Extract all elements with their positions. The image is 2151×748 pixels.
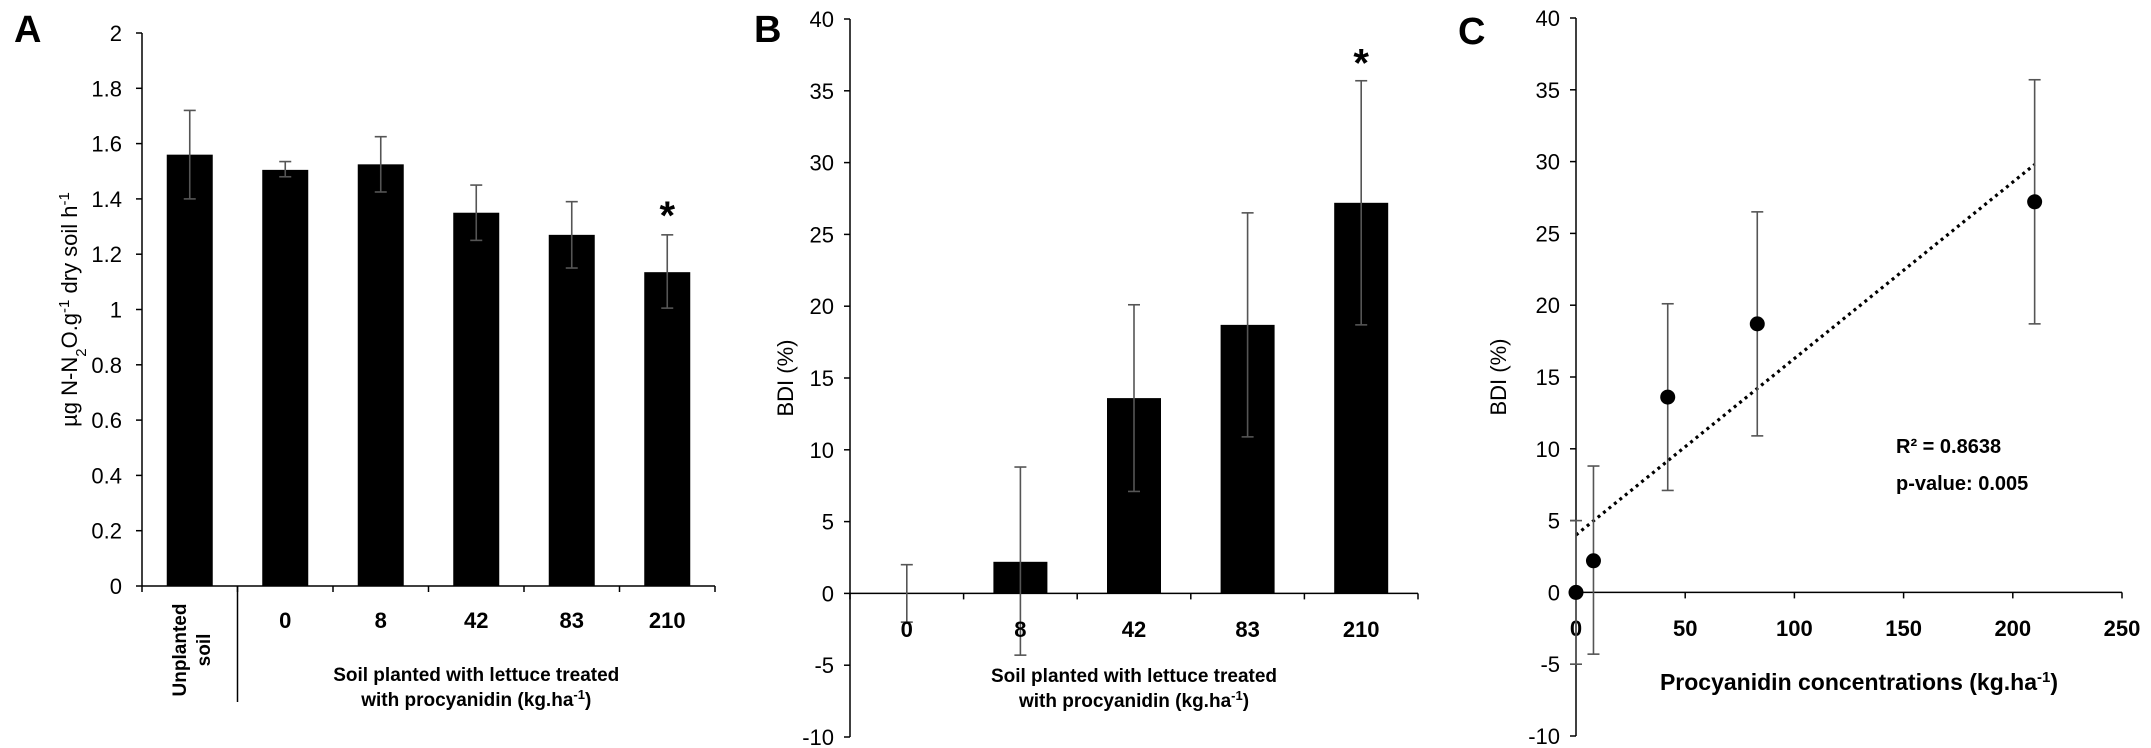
y-tick-label: 25 (810, 222, 834, 247)
bar (644, 272, 691, 586)
y-tick-label: -5 (814, 653, 834, 678)
y-tick-label: 40 (1536, 6, 1560, 31)
y-label-part: µg N-N (57, 357, 82, 427)
chart-a: 0 0.2 0.4 0.6 0.8 1 1.2 1.4 1.6 1.8 2 0 8 42 83 210 * Unp… (14, 9, 716, 712)
y-tick-label: 35 (1536, 78, 1560, 103)
y-tick-label: 30 (810, 151, 834, 176)
x-axis-label-tail: ) (2050, 669, 2058, 695)
data-point (1585, 553, 1601, 569)
x-tick-label: 42 (464, 608, 488, 633)
y-tick-label: 20 (1536, 293, 1560, 318)
control-category-label: Unplanted soil (170, 604, 215, 697)
x-tick-label: 150 (1885, 616, 1922, 641)
bar (166, 154, 213, 586)
y-tick-label: -5 (1540, 652, 1560, 677)
x-tick-label: 210 (1343, 617, 1380, 642)
x-tick-label: 100 (1776, 616, 1813, 641)
chart-c: -10-50510152025303540050100150200250R² =… (1458, 6, 2140, 748)
y-tick-label: 25 (1536, 221, 1560, 246)
superscript: -1 (573, 687, 585, 702)
y-tick-label: 15 (810, 366, 834, 391)
y-tick-label: 0 (822, 581, 834, 606)
y-tick-label: 15 (1536, 365, 1560, 390)
data-point (1749, 316, 1765, 332)
x-tick-label: 0 (901, 617, 913, 642)
control-label-line: soil (194, 634, 215, 667)
y-tick-label: -10 (1528, 724, 1560, 748)
superscript: -1 (2037, 669, 2050, 686)
bar (357, 164, 404, 586)
data-point (1568, 584, 1584, 600)
superscript: -1 (56, 300, 73, 313)
x-tick-label: 210 (649, 608, 686, 633)
y-tick-label: 0.6 (91, 408, 122, 433)
panel-label: B (754, 9, 781, 51)
y-tick-label: 30 (1536, 150, 1560, 175)
y-tick-label: 1.8 (91, 76, 122, 101)
chart-b: -10 -5 0 5 10 15 20 25 30 35 40 0 8 42 83 210 * Soil plan… (754, 7, 1419, 748)
data-point (1660, 389, 1676, 405)
significance-marker: * (1353, 42, 1369, 86)
x-tick-label: 0 (279, 608, 291, 633)
x-axis-label-tail: ) (1243, 691, 1249, 712)
y-tick-label: 0 (110, 574, 122, 599)
x-axis-label-line1: Soil planted with lettuce treated (991, 666, 1277, 687)
x-tick-label: 42 (1122, 617, 1146, 642)
x-axis-label: Procyanidin concentrations (kg.ha-1) (1660, 669, 2058, 696)
y-tick-label: 2 (110, 21, 122, 46)
y-tick-label: 1.4 (91, 187, 122, 212)
control-label-line: Unplanted (170, 604, 191, 697)
y-label-part: dry soil h (57, 205, 82, 299)
y-tick-label: 1 (110, 298, 122, 323)
y-tick-label: 5 (1548, 509, 1560, 534)
y-tick-label: 10 (1536, 437, 1560, 462)
x-axis-label-line1: Soil planted with lettuce treated (333, 665, 619, 686)
y-tick-label: -10 (802, 725, 834, 748)
y-label-part: O.g (57, 313, 82, 348)
x-tick-label: 83 (560, 608, 584, 633)
r-squared-annotation: R² = 0.8638 (1896, 436, 2001, 458)
y-tick-label: 0.8 (91, 353, 122, 378)
x-tick-label: 250 (2104, 616, 2141, 641)
data-point (2027, 194, 2043, 210)
superscript: -1 (56, 192, 73, 205)
y-tick-label: 0.2 (91, 519, 122, 544)
y-tick-label: 1.6 (91, 132, 122, 157)
x-tick-label: 8 (375, 608, 387, 633)
p-value-annotation: p-value: 0.005 (1896, 473, 2028, 495)
panel-label: A (14, 9, 41, 51)
x-axis-label-line2: with procyanidin (kg.ha-1) (360, 687, 591, 712)
x-tick-label: 200 (1994, 616, 2031, 641)
trendline (1574, 163, 2036, 537)
y-tick-label: 10 (810, 438, 834, 463)
panel-label: C (1458, 11, 1485, 53)
y-tick-label: 0 (1548, 580, 1560, 605)
x-tick-label: 8 (1014, 617, 1026, 642)
y-tick-label: 5 (822, 510, 834, 535)
x-tick-label: 50 (1673, 616, 1697, 641)
y-tick-label: 35 (810, 79, 834, 104)
bar (453, 212, 500, 586)
y-axis-label: BDI (%) (773, 340, 798, 417)
significance-marker: * (659, 194, 675, 238)
y-tick-label: 0.4 (91, 463, 122, 488)
y-tick-label: 20 (810, 294, 834, 319)
y-axis-label: BDI (%) (1486, 339, 1511, 416)
superscript: -1 (1231, 688, 1243, 703)
x-axis-label-line2: with procyanidin (kg.ha-1) (1018, 688, 1249, 713)
x-tick-label: 83 (1235, 617, 1259, 642)
y-tick-label: 40 (810, 7, 834, 32)
bar (262, 169, 309, 586)
y-tick-label: 1.2 (91, 242, 122, 267)
x-axis-label-tail: ) (585, 690, 591, 711)
y-axis-label: µg N-N2O.g-1 dry soil h-1 (56, 192, 90, 427)
subscript: 2 (73, 348, 90, 356)
bar (548, 234, 595, 586)
